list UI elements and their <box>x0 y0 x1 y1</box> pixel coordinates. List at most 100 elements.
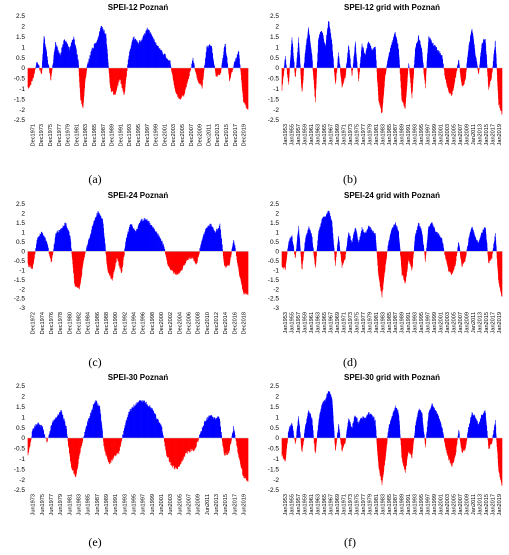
x-tick-label: Dec1990 <box>113 312 119 334</box>
y-tick-label: -2.5 <box>14 487 26 494</box>
y-tick-label: -2 <box>19 107 25 114</box>
x-tick-label: Jan1991 <box>406 124 412 145</box>
y-tick-label: 2 <box>21 394 25 401</box>
y-tick-label: 2.5 <box>16 13 25 20</box>
data-bar <box>214 66 215 68</box>
y-tick-label: -0.5 <box>268 76 280 83</box>
x-tick-label: Dec1995 <box>136 124 142 146</box>
x-tick-label: Jan1977 <box>361 124 367 145</box>
y-tick-label: -2.5 <box>14 296 26 303</box>
chart-title: SPEI-12 grid with Poznań <box>344 3 440 12</box>
x-tick-label: Jan1983 <box>380 124 386 145</box>
x-tick-label: Jun2001 <box>159 494 165 515</box>
x-tick-label: Jan1975 <box>354 124 360 145</box>
y-tick-label: -1.5 <box>14 466 26 473</box>
x-tick-label: Jan1987 <box>393 124 399 145</box>
y-tick-label: 0.5 <box>270 239 279 246</box>
data-bar <box>190 68 191 70</box>
x-tick-label: Jun2007 <box>186 494 192 515</box>
x-tick-label: Jun1979 <box>58 494 64 515</box>
x-tick-label: Dec1983 <box>83 124 89 146</box>
y-tick-label: -1 <box>273 86 279 93</box>
x-tick-label: Dec2016 <box>232 312 238 334</box>
x-tick-label: Jan1953 <box>283 312 289 333</box>
x-tick-label: Jan1989 <box>400 312 406 333</box>
chart-svg: SPEI-24 grid with Poznań2.521.510.50-0.5… <box>256 190 508 350</box>
x-tick-label: Jan1993 <box>413 124 419 145</box>
y-tick-label: -1.5 <box>14 277 26 284</box>
x-tick-label: Dec2015 <box>224 124 230 146</box>
x-tick-label: Jan1971 <box>341 312 347 333</box>
data-bar <box>124 251 125 255</box>
y-tick-label: -0.5 <box>268 446 280 453</box>
series-spei <box>282 391 503 486</box>
y-tick-label: 1.5 <box>270 34 279 41</box>
y-tick-label: -2 <box>273 107 279 114</box>
y-tick-label: 1.5 <box>270 404 279 411</box>
data-bar <box>492 251 493 253</box>
data-bar <box>300 248 301 251</box>
x-tick-label: Jan2003 <box>445 312 451 333</box>
x-tick-label: Jan2017 <box>490 124 496 145</box>
x-tick-label: Jan2013 <box>477 312 483 333</box>
x-tick-label: Dec2009 <box>198 124 204 146</box>
x-tick-label: Dec1972 <box>31 312 37 334</box>
y-tick-label: 0.5 <box>16 425 25 432</box>
x-tick-label: Jan1969 <box>335 312 341 333</box>
x-tick-label: Jan1993 <box>413 312 419 333</box>
x-tick-label: Jan1975 <box>354 312 360 333</box>
x-tick-label: Jan1989 <box>400 124 406 145</box>
y-tick-label: -1 <box>273 456 279 463</box>
data-bar <box>334 248 335 251</box>
y-tick-label: 1.5 <box>16 404 25 411</box>
x-tick-label: Jan2011 <box>471 124 477 145</box>
x-tick-label: Dec1977 <box>57 124 63 146</box>
x-tick-label: Jan1963 <box>316 312 322 333</box>
x-tick-label: Jan1957 <box>296 124 302 145</box>
x-tick-label: Dec1976 <box>49 312 55 334</box>
data-bar <box>400 249 401 251</box>
data-bar <box>300 65 301 68</box>
data-bar <box>359 68 360 72</box>
x-tick-label: Jan1969 <box>335 124 341 145</box>
y-tick-label: -1.5 <box>268 277 280 284</box>
y-tick-label: -2 <box>273 477 279 484</box>
data-bar <box>127 68 128 71</box>
data-bar <box>240 65 241 68</box>
data-bar <box>312 61 313 68</box>
x-tick-label: Jan1985 <box>387 312 393 333</box>
x-tick-label: Dec1989 <box>110 124 116 146</box>
data-bar <box>477 66 478 68</box>
x-tick-label: Jun2011 <box>205 494 211 515</box>
x-tick-label: Dec2007 <box>189 124 195 146</box>
x-tick-label: Jan2009 <box>464 312 470 333</box>
chart-title: SPEI-24 Poznań <box>108 191 169 200</box>
y-tick-label: 0 <box>21 248 25 255</box>
x-tick-label: Jun1997 <box>141 494 147 515</box>
panel-caption: (a) <box>65 172 125 187</box>
y-tick-label: 0.5 <box>270 55 279 62</box>
x-tick-label: Jan1965 <box>322 124 328 145</box>
x-tick-label: Jan1973 <box>348 124 354 145</box>
x-tick-label: Jan1995 <box>419 124 425 145</box>
data-bar <box>227 64 228 68</box>
x-tick-label: Jan2005 <box>451 312 457 333</box>
data-bar <box>248 251 249 294</box>
y-tick-label: 2.5 <box>16 201 25 208</box>
data-bar <box>78 65 79 68</box>
data-bar <box>340 433 341 438</box>
x-tick-label: Jan1979 <box>367 124 373 145</box>
x-tick-label: Dec1993 <box>127 124 133 146</box>
x-tick-label: Dec2019 <box>242 124 248 146</box>
x-tick-label: Jan2019 <box>497 312 503 333</box>
x-tick-label: Dec2001 <box>162 124 168 146</box>
x-tick-label: Jan1961 <box>309 124 315 145</box>
data-bar <box>408 68 409 71</box>
x-tick-label: Jan2011 <box>471 312 477 333</box>
x-tick-label: Jun2005 <box>177 494 183 515</box>
x-tick-label: Jan1981 <box>374 124 380 145</box>
panel-caption: (d) <box>320 355 380 370</box>
data-bar <box>376 249 377 252</box>
